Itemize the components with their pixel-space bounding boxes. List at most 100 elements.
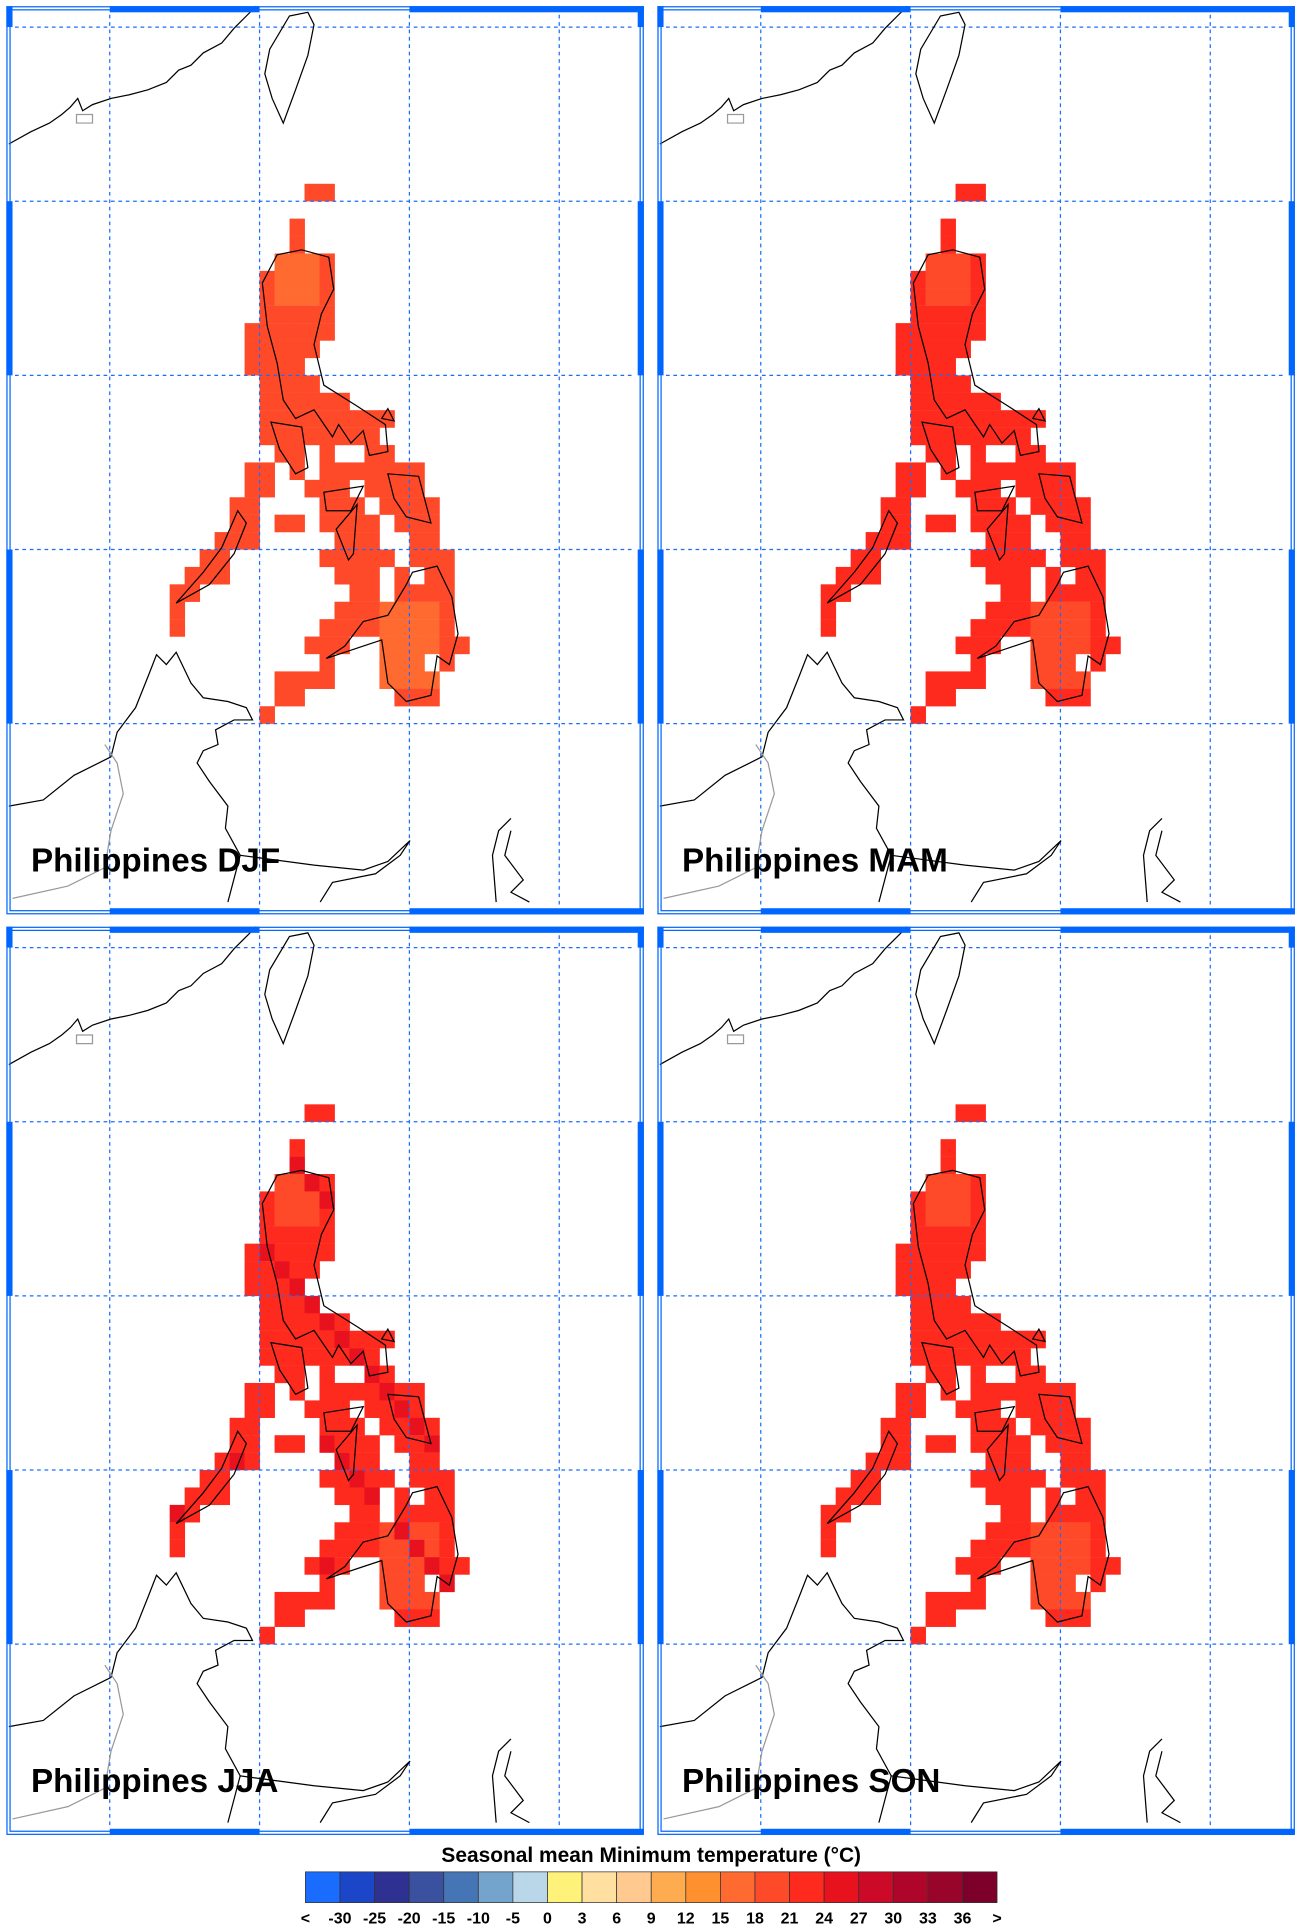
grid-cell [424, 636, 440, 655]
grid-cell [214, 1487, 231, 1506]
grid-cell [394, 1591, 410, 1610]
coastline [659, 5, 908, 145]
grid-cell [319, 1557, 335, 1575]
grid-cell [244, 1243, 260, 1262]
grid-cell [940, 671, 956, 689]
grid-cell [364, 1382, 380, 1401]
grid-cell [940, 1226, 956, 1244]
grid-cell [1015, 462, 1031, 481]
grid-cell [970, 1365, 986, 1384]
grid-cell [244, 1261, 260, 1279]
grid-cell [394, 1574, 410, 1593]
grid-cell [955, 1400, 971, 1418]
grid-cell [970, 288, 986, 306]
grid-cell [394, 1522, 410, 1540]
grid-cell [394, 1539, 410, 1558]
grid-cell [289, 462, 305, 481]
frame-tick-bar [6, 549, 13, 724]
grid-cell [940, 392, 956, 411]
grid-cell [1090, 619, 1106, 637]
grid-cell [1060, 1435, 1076, 1453]
grid-cell [184, 584, 201, 602]
grid-cell [289, 1348, 305, 1366]
grid-cell [1060, 653, 1076, 672]
grid-cell [940, 1156, 956, 1175]
grid-cell [1060, 1382, 1076, 1401]
grid-cell [940, 218, 956, 237]
grid-cell [424, 1522, 440, 1540]
grid-cell [394, 1417, 410, 1436]
grid-cell [940, 253, 956, 272]
coastline [325, 565, 459, 703]
grid-cell [865, 566, 882, 585]
grid-cell [1015, 1400, 1031, 1418]
grid-cell [895, 532, 911, 550]
grid-cell [970, 1208, 986, 1227]
frame-tick-bar [409, 1828, 644, 1835]
colorbar-box [374, 1871, 410, 1903]
grid-cell [940, 1191, 956, 1210]
colorbar-box [477, 1871, 514, 1903]
colorbar-box [720, 1871, 756, 1903]
grid-cell [850, 1470, 867, 1488]
grid-cell [289, 514, 305, 533]
grid-cell [1045, 497, 1061, 515]
coastline [1031, 1327, 1047, 1343]
grid-cell [1075, 566, 1091, 585]
coastline [264, 11, 315, 125]
grid-cell [925, 340, 941, 359]
grid-cell [304, 288, 320, 306]
grid-cell [1060, 1470, 1076, 1488]
panel-frame [660, 9, 1292, 912]
grid-cell [244, 479, 260, 498]
grid-cell [1105, 1557, 1121, 1575]
temperature-cells [169, 183, 470, 724]
grid-cell [985, 497, 1001, 515]
grid-cell [1000, 1522, 1016, 1540]
grid-cell [274, 1591, 290, 1610]
grid-cell [1075, 636, 1091, 655]
grid-cell [1015, 1348, 1031, 1366]
grid-cell [1090, 584, 1106, 602]
panel-title: Philippines DJF [31, 842, 280, 879]
grid-cell [1060, 601, 1076, 620]
grid-cell [1060, 619, 1076, 637]
grid-cell [289, 1191, 305, 1210]
country-border [12, 1664, 124, 1820]
grid-cell [910, 392, 926, 411]
coastline [977, 1485, 1110, 1623]
grid-cell [970, 323, 986, 341]
grid-cell [895, 1382, 911, 1401]
grid-cell [955, 253, 971, 272]
grid-cell [895, 1452, 911, 1471]
grid-cell [304, 340, 320, 359]
grid-cell [349, 1504, 365, 1523]
grid-cell [1075, 1557, 1091, 1575]
map-panels: Philippines DJF Philippines MAM Philippine… [6, 5, 1295, 1835]
grid-cell [214, 1470, 231, 1488]
grid-cell [955, 1557, 971, 1575]
grid-cell [289, 445, 305, 463]
grid-cell [925, 288, 941, 306]
grid-cell [1060, 1557, 1076, 1575]
grid-cell [1060, 1504, 1076, 1523]
grid-cell [955, 1295, 971, 1314]
grid-cell [304, 1104, 320, 1122]
grid-cell [1045, 601, 1061, 620]
grid-cell [985, 1417, 1001, 1436]
grid-cell [349, 1522, 365, 1540]
colorbar-label: 27 [850, 1911, 868, 1926]
grid-cell [865, 1470, 882, 1488]
grid-cell [259, 410, 275, 428]
grid-cell [379, 619, 395, 637]
grid-cell [379, 1382, 395, 1401]
coastline [921, 1341, 960, 1396]
grid-cell [394, 601, 410, 620]
grid-cell [304, 183, 320, 202]
coastline [1038, 1393, 1083, 1445]
grid-cell [199, 1470, 216, 1488]
grid-cell [1045, 1400, 1061, 1418]
grid-cell [1000, 532, 1016, 550]
grid-cell [319, 1435, 335, 1453]
grid-cell [1000, 601, 1016, 620]
